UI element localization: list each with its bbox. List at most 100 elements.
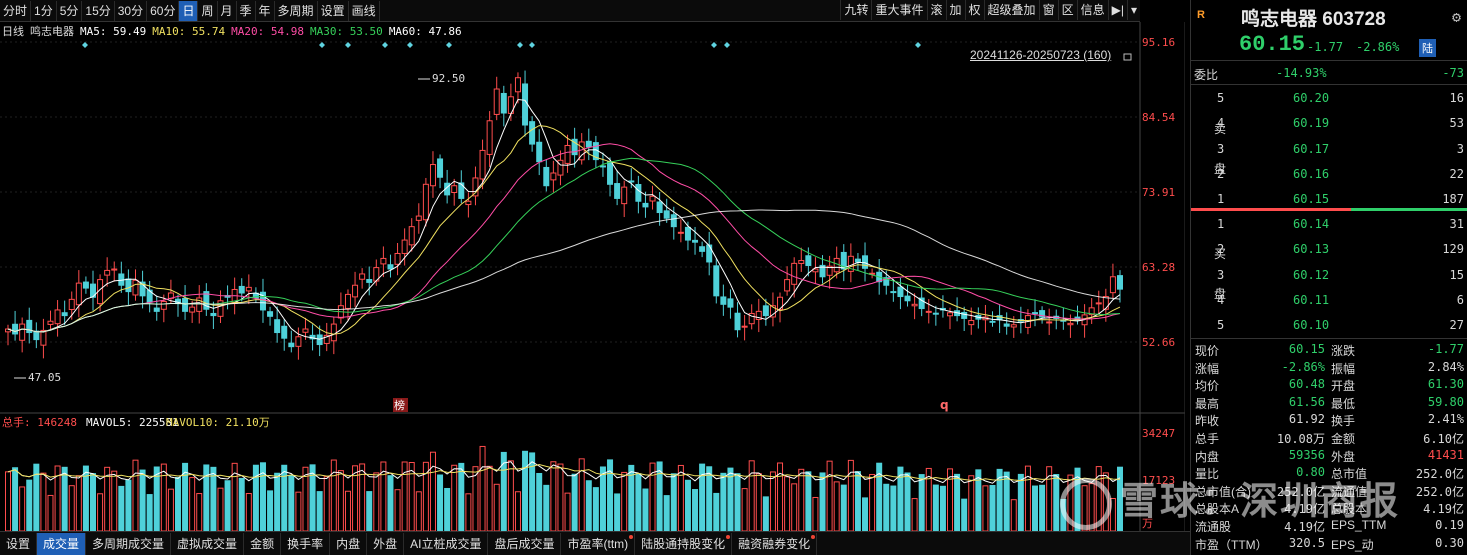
volume-bar[interactable]	[975, 469, 982, 531]
volume-bar[interactable]	[833, 481, 840, 531]
volume-bar[interactable]	[692, 489, 699, 531]
candle-body[interactable]	[281, 325, 288, 339]
volume-bar[interactable]	[408, 461, 415, 531]
event-marker-icon[interactable]	[446, 42, 452, 48]
volume-bar[interactable]	[415, 491, 422, 531]
volume-bar[interactable]	[571, 473, 578, 531]
q-marker[interactable]: q	[940, 398, 949, 412]
candle-body[interactable]	[316, 334, 323, 346]
lock-icon[interactable]	[1123, 53, 1132, 61]
volume-bar[interactable]	[323, 476, 330, 531]
indicator-tab-1[interactable]: 成交量	[37, 532, 87, 555]
candle-body[interactable]	[734, 312, 741, 331]
volume-bar[interactable]	[989, 485, 996, 531]
volume-bar[interactable]	[897, 466, 904, 531]
ask-row-2[interactable]: 2 60.16 22	[1191, 165, 1467, 183]
candle-body[interactable]	[784, 279, 791, 292]
volume-bar[interactable]	[1010, 499, 1017, 531]
volume-bar[interactable]	[68, 485, 75, 531]
indicator-tab-8[interactable]: AI立桩成交量	[404, 532, 489, 555]
volume-bar[interactable]	[302, 466, 309, 531]
volume-bar[interactable]	[621, 471, 628, 531]
volume-bar[interactable]	[444, 487, 451, 531]
candle-body[interactable]	[33, 330, 40, 341]
candle-body[interactable]	[670, 214, 677, 228]
volume-bar[interactable]	[635, 473, 642, 531]
candle-body[interactable]	[925, 310, 932, 313]
volume-bar[interactable]	[642, 488, 649, 531]
volume-bar[interactable]	[373, 472, 380, 531]
period-tab-8[interactable]: 月	[218, 0, 237, 21]
volume-bar[interactable]	[210, 466, 217, 531]
event-marker-icon[interactable]	[915, 42, 921, 48]
volume-bar[interactable]	[862, 497, 869, 531]
indicator-tab-11[interactable]: 陆股通持股变化	[635, 532, 733, 555]
event-marker-icon[interactable]	[711, 42, 717, 48]
candle-body[interactable]	[571, 138, 578, 156]
candle-body[interactable]	[854, 258, 861, 263]
event-marker-icon[interactable]	[82, 42, 88, 48]
volume-bar[interactable]	[104, 466, 111, 531]
event-marker-icon[interactable]	[407, 42, 413, 48]
tool-button-1[interactable]: 重大事件	[871, 0, 926, 20]
event-marker-icon[interactable]	[319, 42, 325, 48]
volume-bar[interactable]	[196, 493, 203, 531]
period-tab-2[interactable]: 5分	[57, 0, 83, 21]
candle-body[interactable]	[564, 144, 571, 164]
volume-bar[interactable]	[40, 472, 47, 531]
candle-body[interactable]	[274, 319, 281, 334]
indicator-tab-12[interactable]: 融资融券变化	[732, 532, 818, 555]
event-marker-icon[interactable]	[345, 42, 351, 48]
volume-bar[interactable]	[111, 470, 118, 531]
volume-bar[interactable]	[720, 472, 727, 531]
volume-bar[interactable]	[762, 496, 769, 531]
candle-body[interactable]	[798, 260, 805, 264]
candle-body[interactable]	[47, 320, 54, 325]
volume-bar[interactable]	[670, 473, 677, 531]
candle-body[interactable]	[741, 325, 748, 328]
period-tab-1[interactable]: 1分	[31, 0, 57, 21]
candle-body[interactable]	[961, 311, 968, 319]
candle-body[interactable]	[805, 255, 812, 266]
date-range-label[interactable]: 20241126-20250723 (160)	[970, 48, 1112, 62]
volume-bar[interactable]	[748, 460, 755, 531]
candle-body[interactable]	[500, 92, 507, 114]
candle-body[interactable]	[408, 226, 415, 246]
candle-body[interactable]	[153, 307, 160, 312]
candle-body[interactable]	[359, 273, 366, 280]
volume-bar[interactable]	[337, 470, 344, 531]
dropdown-icon[interactable]: ▾	[1126, 0, 1140, 20]
volume-bar[interactable]	[259, 462, 266, 531]
candle-body[interactable]	[1109, 276, 1116, 294]
candle-body[interactable]	[267, 311, 274, 317]
event-marker-icon[interactable]	[724, 42, 730, 48]
candle-body[interactable]	[160, 300, 167, 310]
volume-bar[interactable]	[607, 459, 614, 531]
candle-body[interactable]	[642, 202, 649, 208]
candle-body[interactable]	[458, 182, 465, 199]
candle-body[interactable]	[429, 164, 436, 187]
volume-bar[interactable]	[54, 465, 61, 531]
volume-bar[interactable]	[12, 467, 19, 531]
volume-bar[interactable]	[472, 466, 479, 531]
bid-row-4[interactable]: 4 60.11 6	[1191, 291, 1467, 309]
candle-body[interactable]	[12, 323, 19, 335]
volume-bar[interactable]	[330, 459, 337, 531]
volume-bar[interactable]	[791, 483, 798, 531]
period-tab-10[interactable]: 年	[256, 0, 275, 21]
candle-body[interactable]	[132, 279, 139, 296]
tool-button-7[interactable]: 区	[1057, 0, 1077, 20]
volume-bar[interactable]	[961, 498, 968, 531]
candle-body[interactable]	[82, 281, 89, 289]
candle-body[interactable]	[295, 336, 302, 347]
volume-bar[interactable]	[805, 471, 812, 531]
candle-body[interactable]	[1095, 302, 1102, 305]
volume-bar[interactable]	[139, 469, 146, 531]
candle-body[interactable]	[125, 278, 132, 293]
volume-bar[interactable]	[352, 465, 359, 531]
candle-body[interactable]	[415, 215, 422, 221]
volume-bar[interactable]	[996, 468, 1003, 531]
tool-button-3[interactable]: 加	[945, 0, 965, 20]
candle-body[interactable]	[472, 177, 479, 197]
event-marker-icon[interactable]	[382, 42, 388, 48]
